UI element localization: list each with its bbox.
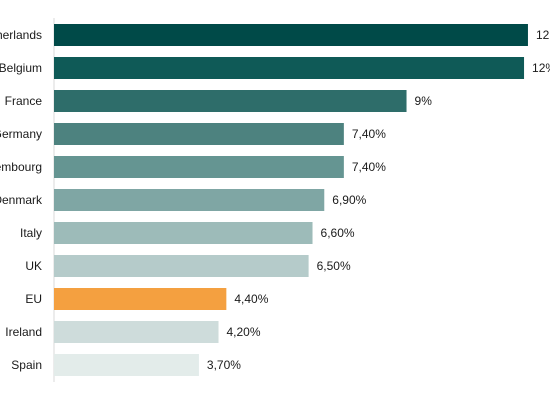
- category-label: Germany: [0, 127, 42, 141]
- value-label: 3,70%: [207, 358, 241, 372]
- bar-luxembourg: [54, 156, 344, 178]
- bar-uk: [54, 255, 309, 277]
- category-label: France: [5, 94, 43, 108]
- bar-france: [54, 90, 407, 112]
- category-label: Ireland: [5, 325, 42, 339]
- bar-ireland: [54, 321, 219, 343]
- category-label: UK: [25, 259, 42, 273]
- category-label: Spain: [11, 358, 42, 372]
- value-label: 6,60%: [321, 226, 355, 240]
- bar-germany: [54, 123, 344, 145]
- category-label: Belgium: [0, 61, 42, 75]
- category-label: EU: [25, 292, 42, 306]
- bar-denmark: [54, 189, 325, 211]
- bar-spain: [54, 354, 199, 376]
- category-label: Luxembourg: [0, 160, 42, 174]
- bar-eu: [54, 288, 227, 310]
- value-label: 12%: [532, 61, 550, 75]
- value-label: 6,90%: [332, 193, 366, 207]
- bar-netherlands: [54, 24, 528, 46]
- category-label: Netherlands: [0, 28, 42, 42]
- category-label: Denmark: [0, 193, 43, 207]
- value-label: 12: [536, 28, 550, 42]
- value-label: 9%: [415, 94, 433, 108]
- value-label: 7,40%: [352, 127, 386, 141]
- bar-belgium: [54, 57, 525, 79]
- bar-italy: [54, 222, 313, 244]
- value-label: 4,20%: [227, 325, 261, 339]
- bars-group: Netherlands 12 Belgium 12% France 9% Germany 7,…: [0, 24, 550, 376]
- category-label: Italy: [20, 226, 42, 240]
- value-label: 7,40%: [352, 160, 386, 174]
- value-label: 4,40%: [234, 292, 268, 306]
- value-label: 6,50%: [317, 259, 351, 273]
